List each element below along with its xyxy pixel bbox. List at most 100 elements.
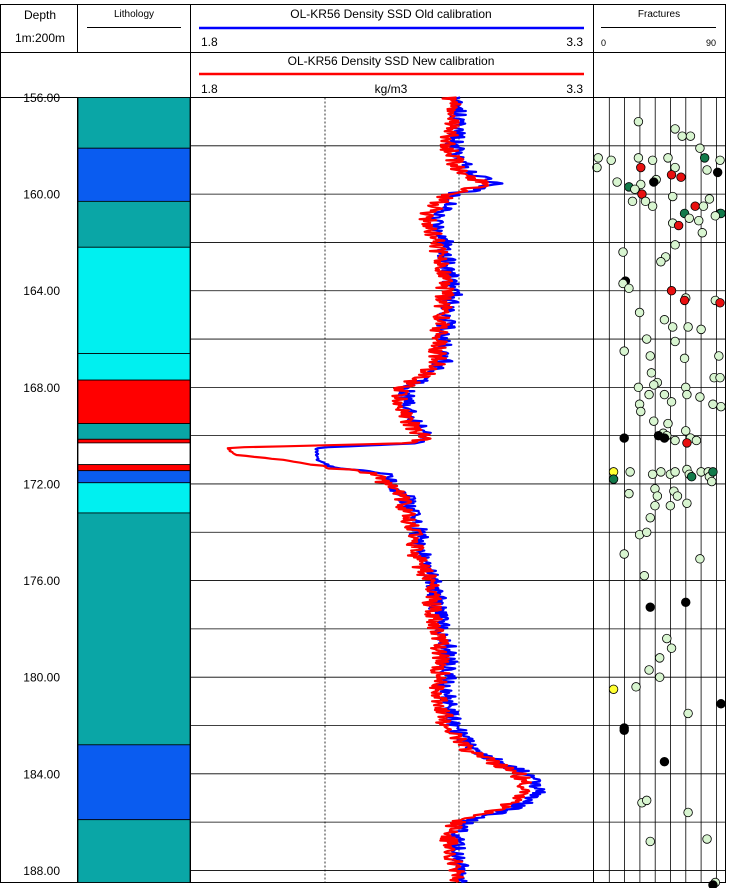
fractures-axis-max: 90 [706, 38, 716, 48]
fracture-marker [670, 467, 680, 477]
depth-tick-label: 188.00 [23, 864, 60, 878]
fracture-marker [666, 643, 677, 653]
new-calibration-title: OL-KR56 Density SSD New calibration [288, 54, 495, 68]
lithology-band [77, 97, 191, 149]
new-axis-min: 1.8 [201, 82, 218, 96]
fractures-column-title: Fractures [638, 9, 680, 20]
fracture-marker [714, 351, 724, 361]
fracture-marker [668, 191, 678, 202]
fracture-marker [663, 153, 673, 163]
fracture-marker [673, 220, 684, 231]
fracture-marker [695, 143, 705, 153]
fractures-axis-min: 0 [601, 38, 606, 48]
fracture-marker [659, 757, 670, 767]
fracture-marker [647, 201, 658, 211]
fracture-marker [708, 467, 718, 477]
lithology-band [77, 379, 191, 424]
fracture-marker [684, 213, 694, 223]
fracture-marker [631, 682, 641, 692]
fracture-marker [641, 795, 652, 806]
fracture-marker [646, 368, 657, 378]
fracture-marker [644, 665, 654, 675]
fracture-marker [606, 155, 616, 166]
fracture-marker [699, 153, 710, 163]
depth-tick-label: 176.00 [23, 574, 60, 588]
fracture-marker [645, 513, 655, 523]
fracture-marker [715, 372, 725, 383]
log-body: 156.00 160.00 164.00 168.00 172.00 176.00 180.… [0, 91, 726, 888]
fracture-marker [666, 170, 677, 180]
fracture-marker [716, 401, 726, 412]
fracture-marker [659, 315, 670, 325]
new-axis-max: 3.3 [566, 82, 583, 96]
lithology-band [77, 246, 191, 354]
fracture-marker [663, 418, 673, 429]
density-track [191, 96, 593, 884]
fracture-marker [644, 389, 654, 400]
fracture-marker [641, 334, 652, 344]
fracture-marker [702, 834, 712, 844]
density-curve-new [226, 96, 533, 884]
fracture-marker [618, 247, 628, 257]
lithology-band [77, 438, 191, 444]
old-axis-max: 3.3 [566, 35, 583, 49]
fracture-marker [670, 240, 680, 250]
fracture-marker [639, 571, 650, 581]
fracture-marker [645, 602, 655, 612]
fracture-marker [677, 131, 687, 141]
fracture-marker [708, 399, 718, 409]
fracture-marker [666, 286, 677, 296]
fracture-marker [619, 346, 629, 356]
depth-scale-label: 1m:200m [15, 31, 65, 45]
fracture-marker [676, 172, 686, 182]
fracture-marker [650, 501, 660, 511]
depth-axis: 156.00 160.00 164.00 168.00 172.00 176.00 180.… [23, 91, 60, 878]
fracture-marker [633, 153, 644, 163]
fracture-marker [708, 880, 718, 888]
depth-tick-label: 184.00 [23, 767, 60, 781]
fracture-marker [636, 162, 646, 173]
depth-column-title: Depth [24, 8, 56, 22]
lithology-band [77, 819, 191, 883]
fracture-marker [690, 201, 700, 211]
fracture-marker [685, 131, 696, 141]
fracture-marker [682, 389, 692, 400]
lithology-band [77, 200, 191, 248]
lithology-band [77, 147, 191, 202]
fracture-marker [624, 488, 634, 499]
fracture-marker [659, 433, 670, 443]
depth-tick-label: 156.00 [23, 91, 60, 105]
fracture-marker [716, 699, 726, 709]
fracture-marker [670, 124, 680, 134]
fracture-marker [682, 498, 692, 508]
fracture-marker [698, 201, 709, 211]
fracture-marker [656, 467, 666, 477]
fracture-marker [694, 215, 704, 226]
fracture-marker [656, 257, 666, 267]
fracture-marker [662, 633, 672, 644]
fracture-marker [679, 353, 690, 364]
fracture-marker [624, 283, 634, 294]
fracture-marker [641, 527, 652, 537]
lithology-band [77, 353, 191, 381]
fracture-marker [682, 438, 692, 448]
fracture-marker [672, 491, 683, 501]
fracture-marker [715, 155, 725, 166]
fracture-marker [715, 298, 725, 308]
fracture-marker [608, 684, 619, 694]
old-axis-min: 1.8 [201, 35, 218, 49]
lithology-band [77, 423, 191, 440]
fracture-marker [652, 491, 663, 501]
fracture-marker [670, 435, 680, 446]
fracture-marker [619, 433, 629, 443]
density-curve-old [314, 96, 546, 884]
fracture-marker [681, 597, 691, 608]
fracture-marker [670, 336, 680, 347]
density-unit: kg/m3 [375, 82, 408, 96]
fracture-marker [691, 435, 702, 446]
lithology-band [77, 442, 191, 466]
fracture-marker [619, 725, 629, 736]
fracture-marker [655, 653, 665, 663]
depth-tick-label: 168.00 [23, 381, 60, 395]
